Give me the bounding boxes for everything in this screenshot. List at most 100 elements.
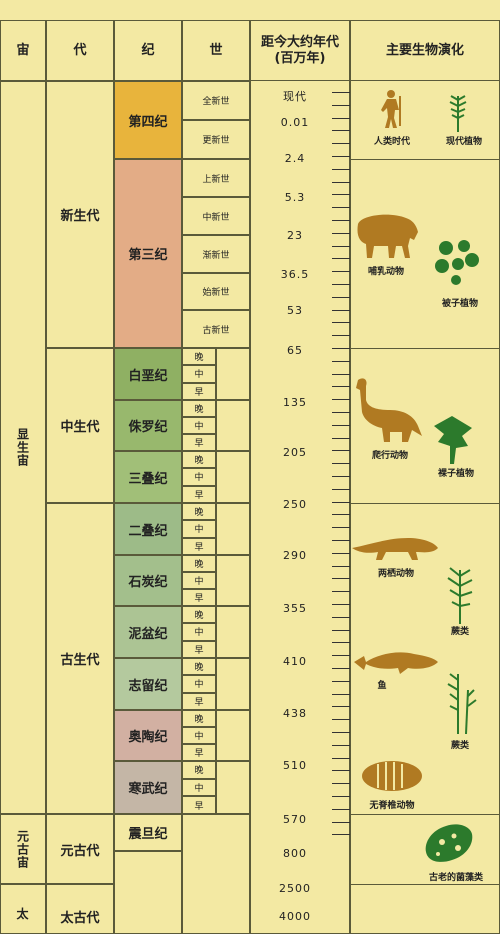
era-cenozoic: 新生代 xyxy=(46,81,114,348)
scale-tick xyxy=(332,182,350,183)
header-age: 距今大约年代 (百万年) xyxy=(250,20,350,81)
fern-icon xyxy=(447,673,477,734)
header-epoch: 世 xyxy=(182,20,250,81)
scale-tick xyxy=(332,630,350,631)
scale-tick xyxy=(332,783,350,784)
mammal-icon xyxy=(357,214,418,258)
scale-tick xyxy=(332,758,350,759)
age-label: 4000 xyxy=(279,910,311,923)
header-period: 纪 xyxy=(114,20,182,81)
scale-tick xyxy=(332,553,350,554)
sub-epoch-spacer xyxy=(216,503,250,555)
scale-tick xyxy=(332,604,350,605)
age-label: 800 xyxy=(283,847,307,860)
period-silurian: 志留纪 xyxy=(114,658,182,710)
trilobite-icon xyxy=(362,761,422,791)
sub-epoch-cell: 早 xyxy=(182,434,216,451)
period-sinian: 震旦纪 xyxy=(114,814,182,851)
label-ferns-2: 蕨类 xyxy=(450,741,469,751)
sub-epoch-cell: 晚 xyxy=(182,400,216,417)
age-label: 2500 xyxy=(279,882,311,895)
age-label: 5.3 xyxy=(284,191,306,204)
sub-epoch-spacer xyxy=(216,761,250,814)
scale-tick xyxy=(332,450,350,451)
label-mammals: 哺乳动物 xyxy=(367,267,404,277)
period-quaternary: 第四纪 xyxy=(114,81,182,159)
scale-tick xyxy=(332,642,350,643)
life-divider xyxy=(350,884,500,885)
age-label: 135 xyxy=(283,396,307,409)
scale-tick xyxy=(332,566,350,567)
label-ferns-1: 蕨类 xyxy=(450,627,469,637)
gymnosperm-icon xyxy=(434,416,472,464)
sub-epoch-cell: 中 xyxy=(182,468,216,486)
scale-tick xyxy=(332,809,350,810)
sub-epoch-cell: 晚 xyxy=(182,348,216,366)
age-label: 410 xyxy=(283,655,307,668)
label-modern-plants: 现代植物 xyxy=(445,137,482,147)
sub-epoch-cell: 早 xyxy=(182,640,216,658)
scale-tick xyxy=(332,578,350,579)
life-divider xyxy=(350,503,500,504)
scale-tick xyxy=(332,169,350,170)
scale-tick xyxy=(332,143,350,144)
scale-tick xyxy=(332,322,350,323)
scale-tick xyxy=(332,527,350,528)
sub-epoch-spacer xyxy=(216,400,250,451)
sub-epoch-cell: 中 xyxy=(182,675,216,693)
age-label: 现代 xyxy=(283,90,307,103)
scale-tick xyxy=(332,220,350,221)
sub-epoch-cell: 晚 xyxy=(182,451,216,469)
sub-epoch-cell: 中 xyxy=(182,572,216,589)
epoch-pleistocene: 更新世 xyxy=(182,120,250,159)
age-label: 250 xyxy=(283,498,307,511)
age-label: 53 xyxy=(287,304,303,317)
scale-tick xyxy=(332,796,350,797)
scale-tick xyxy=(332,540,350,541)
scale-tick xyxy=(332,438,350,439)
age-label: 205 xyxy=(283,446,307,459)
period-devonian: 泥盆纪 xyxy=(114,606,182,658)
sub-epoch-cell: 早 xyxy=(182,692,216,710)
epoch-oligocene: 渐新世 xyxy=(182,235,250,273)
scale-tick xyxy=(332,706,350,707)
header-eon: 宙 xyxy=(0,20,46,81)
epoch-eocene: 始新世 xyxy=(182,273,250,310)
scale-tick xyxy=(332,463,350,464)
sub-epoch-cell: 晚 xyxy=(182,710,216,727)
scale-tick xyxy=(332,284,350,285)
period-cretaceous: 白垩纪 xyxy=(114,348,182,400)
fern-icon xyxy=(447,567,473,624)
scale-tick xyxy=(332,399,350,400)
sub-epoch-cell: 早 xyxy=(182,744,216,761)
life-divider xyxy=(350,159,500,160)
label-algae: 古老的菌藻类 xyxy=(428,873,483,883)
age-label: 2.4 xyxy=(284,152,306,165)
scale-tick xyxy=(332,502,350,503)
scale-tick xyxy=(332,335,350,336)
eon-proterozoic: 元古宙 xyxy=(0,814,46,884)
scale-tick xyxy=(332,118,350,119)
scale-tick xyxy=(332,92,350,93)
scale-tick xyxy=(332,681,350,682)
scale-tick xyxy=(332,617,350,618)
era-archean: 太古代 xyxy=(46,884,114,934)
sub-epoch-spacer xyxy=(216,606,250,658)
sub-epoch-spacer xyxy=(216,710,250,761)
sub-epoch-cell: 中 xyxy=(182,520,216,538)
period-ordovician: 奥陶纪 xyxy=(114,710,182,761)
scale-tick xyxy=(332,834,350,835)
scale-tick xyxy=(332,258,350,259)
scale-tick xyxy=(332,719,350,720)
era-paleozoic: 古生代 xyxy=(46,503,114,814)
era-proterozoic: 元古代 xyxy=(46,814,114,884)
life-divider xyxy=(350,348,500,349)
header-era: 代 xyxy=(46,20,114,81)
label-fish: 鱼 xyxy=(377,681,387,691)
label-human: 人类时代 xyxy=(373,137,410,147)
scale-tick xyxy=(332,271,350,272)
ages-column xyxy=(250,81,350,934)
scale-tick xyxy=(332,425,350,426)
period-permian: 二叠纪 xyxy=(114,503,182,555)
scale-tick xyxy=(332,374,350,375)
